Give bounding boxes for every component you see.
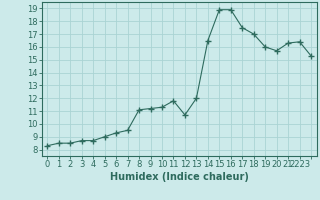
X-axis label: Humidex (Indice chaleur): Humidex (Indice chaleur) [110,172,249,182]
